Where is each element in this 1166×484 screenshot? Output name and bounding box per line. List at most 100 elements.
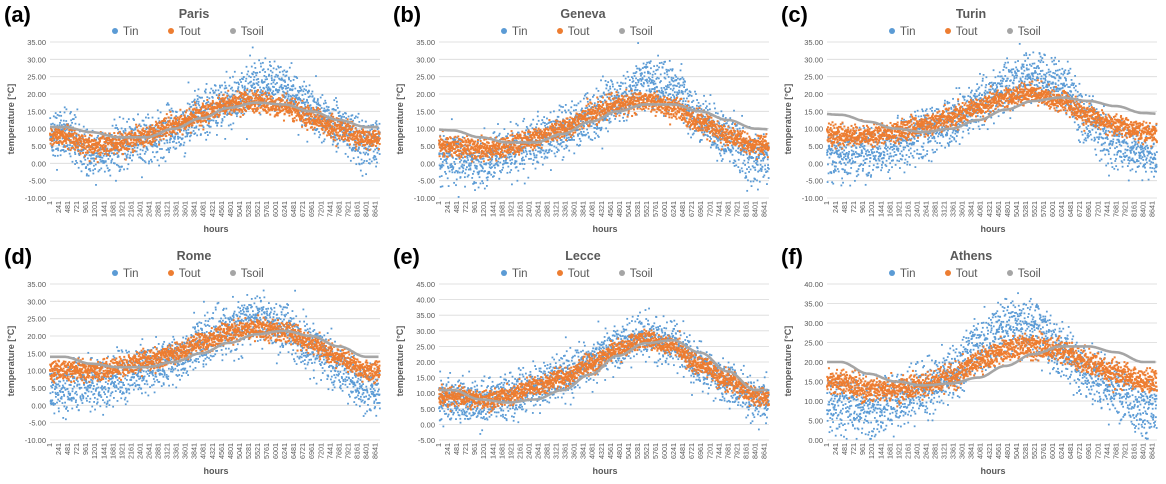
point-tin xyxy=(301,94,304,96)
point-tin xyxy=(581,134,584,137)
point-tin xyxy=(595,127,598,130)
point-tin xyxy=(622,74,625,77)
point-tin xyxy=(326,108,329,111)
point-tout xyxy=(273,115,276,118)
point-tin xyxy=(514,155,517,157)
point-tin xyxy=(487,152,489,154)
point-tout xyxy=(234,102,237,105)
point-tin xyxy=(304,105,307,108)
point-tin xyxy=(212,89,214,92)
point-tout xyxy=(372,133,375,136)
point-tin xyxy=(216,134,218,136)
point-tin xyxy=(525,129,527,132)
point-tin xyxy=(241,77,243,80)
point-tout xyxy=(375,137,378,140)
point-tin xyxy=(261,79,263,82)
point-tin xyxy=(639,68,642,71)
point-tin xyxy=(484,170,486,172)
point-tin xyxy=(522,151,525,154)
point-tout xyxy=(175,121,178,124)
point-tin xyxy=(636,89,639,91)
point-tout xyxy=(269,113,272,116)
point-tin xyxy=(345,132,348,135)
y-tick-label: -10.00 xyxy=(25,194,46,203)
x-tick-label: 6961 xyxy=(696,201,705,217)
point-tout xyxy=(242,113,245,116)
point-tin xyxy=(667,86,670,89)
point-tout xyxy=(124,148,127,151)
point-tout xyxy=(260,94,263,97)
x-tick-label: 3121 xyxy=(163,201,172,217)
point-tin xyxy=(318,131,320,133)
point-tin xyxy=(71,121,73,124)
point-tin xyxy=(680,63,683,65)
point-tin xyxy=(239,98,242,101)
point-tin xyxy=(303,103,306,106)
point-tin xyxy=(549,111,552,114)
point-tout xyxy=(184,128,187,131)
point-tin xyxy=(317,102,320,105)
point-tout xyxy=(306,121,309,124)
point-tin xyxy=(634,72,637,75)
point-tin xyxy=(370,160,373,163)
point-tout xyxy=(298,113,301,116)
point-tout xyxy=(285,110,288,113)
point-tout xyxy=(241,99,244,102)
point-tin xyxy=(251,86,253,88)
point-tin xyxy=(156,150,159,153)
point-tin xyxy=(265,75,268,78)
point-tout xyxy=(73,136,76,139)
point-tin xyxy=(240,81,242,83)
point-tin xyxy=(197,88,200,91)
point-tin xyxy=(647,76,650,79)
point-tin xyxy=(344,112,346,114)
point-tout xyxy=(117,132,120,135)
point-tin xyxy=(586,100,589,103)
point-tout xyxy=(99,154,102,157)
point-tin xyxy=(304,93,307,96)
point-tin xyxy=(564,126,567,129)
point-tin xyxy=(632,72,635,75)
point-tin xyxy=(59,149,62,152)
point-tin xyxy=(614,118,617,120)
point-tin xyxy=(253,87,255,90)
point-tout xyxy=(217,96,220,99)
point-tin xyxy=(653,65,656,68)
point-tin xyxy=(448,170,451,173)
point-tout xyxy=(377,130,380,133)
point-tin xyxy=(687,132,690,135)
point-tin xyxy=(493,164,496,167)
point-tin xyxy=(264,78,267,81)
point-tin xyxy=(306,140,309,143)
point-tin xyxy=(462,156,464,159)
point-tin xyxy=(546,126,549,129)
point-tout xyxy=(252,110,255,113)
point-tin xyxy=(199,96,202,99)
point-tin xyxy=(669,83,671,86)
point-tin xyxy=(366,148,369,151)
point-tout xyxy=(333,121,336,124)
point-tin xyxy=(165,103,168,106)
x-tick-label: 241 xyxy=(443,201,452,213)
point-tin xyxy=(563,147,566,150)
point-tout xyxy=(107,154,110,157)
point-tin xyxy=(658,98,661,100)
point-tin xyxy=(299,89,302,92)
point-tin xyxy=(683,97,685,100)
point-tin xyxy=(332,132,335,135)
point-tin xyxy=(262,68,265,71)
point-tout xyxy=(176,123,179,126)
point-tin xyxy=(288,99,291,102)
point-tout xyxy=(306,118,309,121)
point-tin xyxy=(230,95,233,98)
point-tin xyxy=(678,91,681,94)
point-tin xyxy=(115,179,117,182)
point-tout xyxy=(95,144,98,147)
point-tout xyxy=(111,148,114,151)
point-tin xyxy=(107,158,110,160)
point-tout xyxy=(223,99,226,102)
point-tin xyxy=(243,112,246,115)
point-tin xyxy=(70,111,72,113)
point-tin xyxy=(604,79,607,82)
point-tout xyxy=(52,135,55,138)
